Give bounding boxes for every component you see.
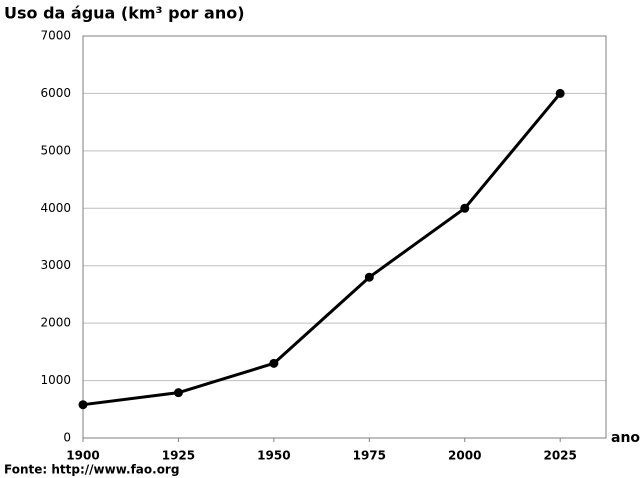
data-point [555, 88, 565, 98]
x-tick-label: 1950 [257, 449, 290, 463]
plot-border [82, 35, 607, 439]
data-point [460, 203, 470, 213]
x-tick-label: 2000 [448, 449, 481, 463]
x-tick-label: 1925 [162, 449, 195, 463]
y-tick-label: 3000 [40, 258, 71, 272]
x-tick-label: 1975 [353, 449, 386, 463]
chart-title: Uso da água (km³ por ano) [4, 4, 245, 23]
source: Fonte: http://www.fao.org [4, 463, 179, 477]
data-point [78, 400, 88, 410]
y-tick-label: 1000 [40, 373, 71, 387]
x-tick-label: 2025 [543, 449, 576, 463]
data-point [173, 388, 183, 398]
y-tick-label: 5000 [40, 143, 71, 157]
data-point [269, 358, 279, 368]
y-tick-label: 7000 [40, 29, 71, 43]
data-point [364, 272, 374, 282]
y-tick-label: 4000 [40, 201, 71, 215]
x-axis-label: ano [611, 430, 640, 446]
y-tick-label: 0 [63, 431, 71, 445]
y-tick-label: 2000 [40, 316, 71, 330]
x-tick-label: 1900 [66, 449, 99, 463]
data-line [82, 92, 562, 407]
y-tick-label: 6000 [40, 86, 71, 100]
